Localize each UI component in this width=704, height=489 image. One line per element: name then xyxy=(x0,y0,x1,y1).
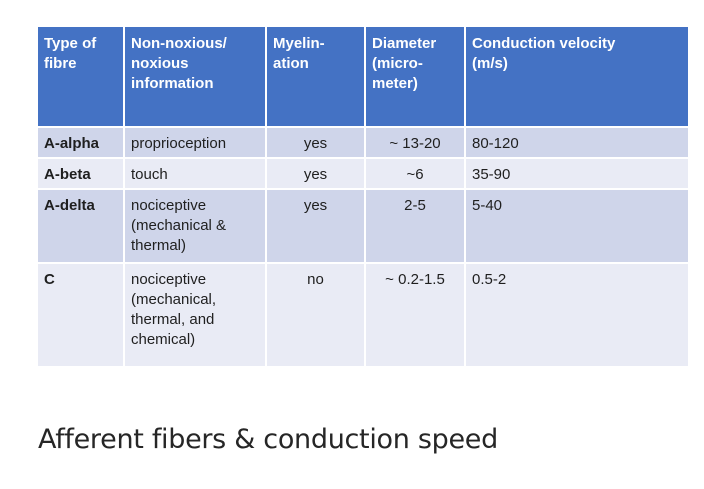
myelination-cell: yes xyxy=(266,158,366,189)
diameter-cell: ~ 13-20 xyxy=(365,127,466,158)
fibre-type-cell: A-beta xyxy=(38,158,125,189)
diameter-cell: 2-5 xyxy=(365,189,466,263)
table-row: A-alpha proprioception yes ~ 13-20 80-12… xyxy=(38,127,688,158)
velocity-cell: 5-40 xyxy=(465,189,688,263)
fibre-type-cell: A-alpha xyxy=(38,127,125,158)
header-information: Non-noxious/ noxious information xyxy=(124,27,267,127)
diameter-cell: ~ 0.2-1.5 xyxy=(365,263,466,366)
information-cell: touch xyxy=(124,158,267,189)
header-row: Type of fibre Non-noxious/ noxious infor… xyxy=(38,27,688,127)
header-diameter: Diameter (micro- meter) xyxy=(365,27,466,127)
fibre-type-cell: C xyxy=(38,263,125,366)
table-row: A-beta touch yes ~6 35-90 xyxy=(38,158,688,189)
fibre-type-cell: A-delta xyxy=(38,189,125,263)
fibre-table: Type of fibre Non-noxious/ noxious infor… xyxy=(38,27,688,366)
velocity-cell: 80-120 xyxy=(465,127,688,158)
slide-caption: Afferent fibers & conduction speed xyxy=(38,424,498,455)
table-row: A-delta nociceptive (mechanical & therma… xyxy=(38,189,688,263)
velocity-cell: 35-90 xyxy=(465,158,688,189)
header-type: Type of fibre xyxy=(38,27,125,127)
header-velocity: Conduction velocity (m/s) xyxy=(465,27,688,127)
velocity-cell: 0.5-2 xyxy=(465,263,688,366)
myelination-cell: no xyxy=(266,263,366,366)
information-cell: nociceptive (mechanical & thermal) xyxy=(124,189,267,263)
header-myelination: Myelin- ation xyxy=(266,27,366,127)
myelination-cell: yes xyxy=(266,189,366,263)
diameter-cell: ~6 xyxy=(365,158,466,189)
myelination-cell: yes xyxy=(266,127,366,158)
table-row: C nociceptive (mechanical, thermal, and … xyxy=(38,263,688,366)
information-cell: proprioception xyxy=(124,127,267,158)
information-cell: nociceptive (mechanical, thermal, and ch… xyxy=(124,263,267,366)
